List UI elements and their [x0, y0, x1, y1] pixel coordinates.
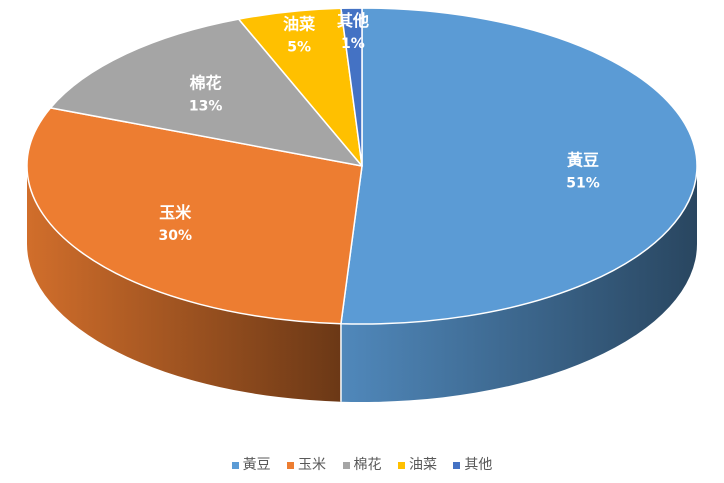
legend-item-corn[interactable]: 玉米	[287, 454, 326, 474]
slice-value-cotton: 13%	[189, 98, 223, 114]
slice-label-other: 其他	[337, 11, 369, 30]
slice-label-rapeseed: 油菜	[283, 14, 315, 33]
legend-item-rapeseed[interactable]: 油菜	[397, 454, 437, 474]
legend: 黃豆 玉米 棉花 油菜 其他	[0, 454, 724, 474]
slice-label-soybean: 黃豆	[566, 150, 599, 169]
legend-label-corn: 玉米	[298, 457, 327, 473]
slice-top-other[interactable]	[340, 7, 363, 167]
pie-chart: 黃豆 51% 玉米 30% 棉花 13% 油菜 5% 其他 1%	[26, 7, 698, 403]
legend-label-other: 其他	[464, 457, 493, 473]
slice-top-cotton[interactable]	[49, 18, 363, 167]
legend-item-other[interactable]: 其他	[453, 454, 492, 474]
slice-top-soybean[interactable]	[340, 7, 698, 325]
slice-label-cotton: 棉花	[190, 73, 222, 92]
legend-swatch-corn	[287, 461, 295, 469]
legend-swatch-other	[453, 461, 461, 469]
slice-side-corn	[27, 166, 341, 402]
slice-label-corn: 玉米	[159, 203, 192, 222]
slice-value-corn: 30%	[159, 228, 193, 244]
slice-top-corn[interactable]	[26, 107, 363, 325]
legend-item-soybean[interactable]: 黃豆	[231, 454, 271, 474]
legend-label-rapeseed: 油菜	[408, 457, 437, 473]
legend-swatch-cotton	[342, 461, 350, 469]
legend-swatch-rapeseed	[397, 461, 405, 469]
slice-side-soybean	[340, 166, 697, 403]
legend-label-cotton: 棉花	[353, 457, 382, 473]
legend-item-cotton[interactable]: 棉花	[342, 454, 382, 474]
slice-value-rapeseed: 5%	[287, 39, 311, 55]
legend-label-soybean: 黃豆	[242, 457, 271, 473]
slice-value-soybean: 51%	[566, 175, 600, 191]
slice-value-other: 1%	[341, 36, 365, 52]
legend-swatch-soybean	[231, 461, 239, 469]
